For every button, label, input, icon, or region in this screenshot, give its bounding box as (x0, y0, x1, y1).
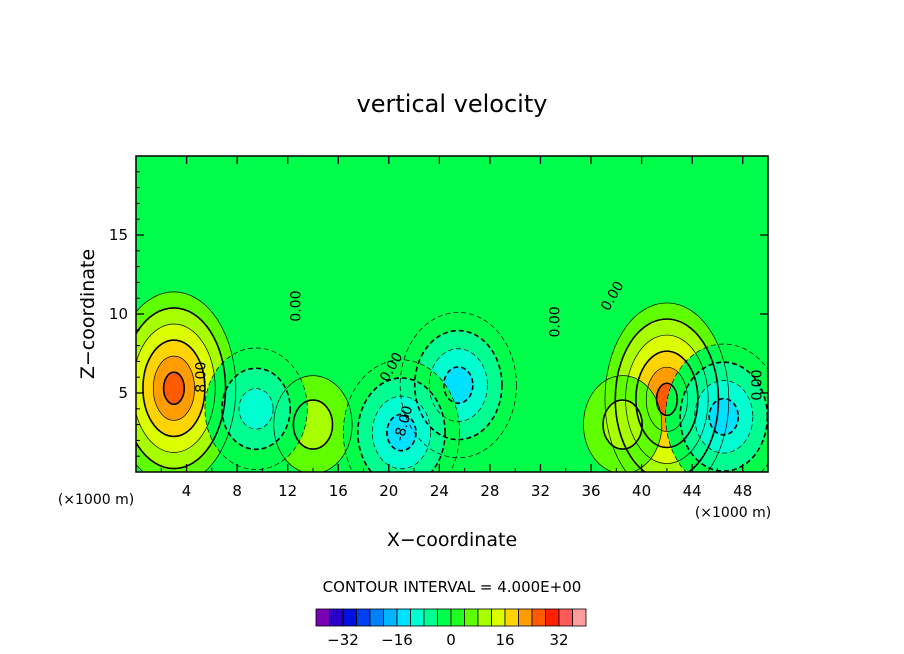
contour-line-0-1 (136, 291, 237, 472)
contour-line-0-5 (152, 355, 195, 421)
contour-line-3-1 (583, 375, 663, 472)
contour-line-0-3 (136, 323, 216, 453)
contour-interval-text: CONTOUR INTERVAL = 4.000E+00 (323, 578, 582, 596)
x-tick-label: 16 (329, 482, 348, 500)
contour-line-6-3 (694, 380, 754, 454)
contour-line-4-3 (428, 348, 488, 422)
contour-value-label: 0.00 (547, 306, 563, 337)
x-tick-label: 24 (430, 482, 449, 500)
colorbar-swatch (558, 608, 573, 627)
x-tick-label: 40 (632, 482, 651, 500)
colorbar-swatch (423, 608, 438, 627)
contour-value-label: 0.00 (750, 370, 766, 401)
contour-line-0-2 (136, 307, 227, 470)
contour-line-5-2 (357, 377, 446, 472)
y-tick-label: 5 (118, 384, 128, 402)
contour-line-4-1 (399, 312, 517, 459)
contour-value-label: 8.00 (194, 362, 210, 393)
colorbar-swatch (531, 608, 546, 627)
colorbar-tick-label: 0 (446, 631, 456, 649)
colorbar-swatch (518, 608, 533, 627)
contour-line-4-4 (442, 366, 474, 405)
x-tick-label: 48 (733, 482, 752, 500)
contour-line-4-2 (413, 329, 503, 441)
colorbar-swatch (504, 608, 519, 627)
colorbar-swatch (356, 608, 371, 627)
colorbar-swatch (342, 608, 357, 627)
y-tick-label: 15 (109, 226, 128, 244)
contour-fill-5-4 (386, 414, 416, 451)
colorbar-tick-label: −32 (327, 631, 359, 649)
contour-line-0-4 (142, 339, 206, 438)
y-axis-label: Z−coordinate (77, 249, 99, 379)
x-tick-label: 36 (581, 482, 600, 500)
x-tick-label: 8 (232, 482, 242, 500)
contour-fill-0-6 (163, 372, 185, 405)
chart-title: vertical velocity (357, 90, 548, 118)
contour-line-2-1 (273, 375, 353, 472)
contour-line-6-1 (665, 343, 768, 472)
y-tick-label: 10 (109, 305, 128, 323)
colorbar-swatch (396, 608, 411, 627)
colorbar-tick-label: −16 (381, 631, 413, 649)
colorbar-swatch (437, 608, 452, 627)
contour-line-0-6 (162, 371, 186, 406)
colorbar-tick-label: 16 (495, 631, 514, 649)
colorbar-swatch (464, 608, 479, 627)
contour-line-7-3 (238, 388, 274, 430)
colorbar: −32 −16 0 16 32 (315, 608, 587, 649)
contour-line-1-2 (614, 318, 720, 472)
colorbar-swatch (491, 608, 506, 627)
x-tick-label: 32 (531, 482, 550, 500)
x-tick-label: 4 (182, 482, 192, 500)
contour-line-7-1 (204, 347, 308, 470)
contour-line-3-2 (602, 399, 644, 450)
colorbar-tick-label: 32 (549, 631, 568, 649)
colorbar-swatch (315, 608, 330, 627)
x-tick-label: 12 (278, 482, 297, 500)
contour-field (136, 291, 768, 472)
colorbar-swatch (450, 608, 465, 627)
contour-line-5-3 (372, 395, 431, 470)
x-tick-label: 44 (683, 482, 702, 500)
contour-fill-7-3 (239, 388, 274, 430)
x-axis-label: X−coordinate (387, 529, 517, 551)
colorbar-swatch (572, 608, 587, 627)
y-unit-label: (×1000 m) (58, 492, 134, 508)
contour-line-5-1 (342, 359, 460, 472)
contour-line-6-4 (708, 397, 740, 436)
x-tick-label: 20 (379, 482, 398, 500)
x-tick-label: 28 (480, 482, 499, 500)
colorbar-swatch (545, 608, 560, 627)
contour-line-7-2 (221, 367, 292, 451)
x-unit-label: (×1000 m) (695, 505, 771, 521)
contour-value-label: 0.00 (288, 291, 304, 322)
colorbar-swatch (329, 608, 344, 627)
contour-fill-3-2 (603, 400, 643, 450)
contour-line-1-3 (625, 334, 709, 464)
colorbar-swatch (383, 608, 398, 627)
colorbar-swatch (477, 608, 492, 627)
contour-line-5-4 (386, 413, 417, 452)
contour-line-1-5 (645, 366, 688, 432)
colorbar-swatch (369, 608, 384, 627)
contour-line-2-2 (292, 399, 334, 450)
colorbar-swatch (410, 608, 425, 627)
contour-lines (136, 291, 768, 472)
